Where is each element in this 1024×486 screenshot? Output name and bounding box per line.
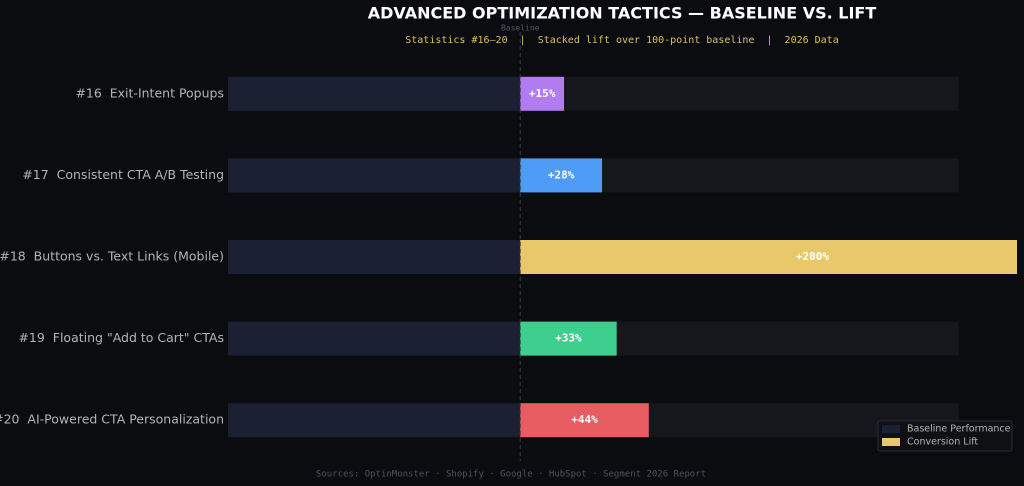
bar-segment [228, 321, 521, 356]
bar-segment [520, 403, 649, 438]
category-label: #19 Floating "Add to Cart" CTAs [18, 330, 224, 345]
legend-label: Conversion Lift [907, 437, 978, 448]
reference-label: Baseline [501, 24, 540, 33]
chart-subtitle: Statistics #16–20 | Stacked lift over 10… [405, 35, 838, 46]
bar-segment [228, 403, 521, 438]
bar-segment [520, 240, 1017, 274]
value-label: +200% [796, 250, 829, 263]
overlay: #16 Exit-Intent Popups +15% #17 Consistent… [0, 24, 1013, 461]
chart-title: ADVANCED OPTIMIZATION TACTICS — BASELINE… [368, 4, 877, 23]
source-note: Sources: OptinMonster · Shopify · Google… [316, 470, 706, 480]
category-label: #18 Buttons vs. Text Links (Mobile) [0, 249, 224, 264]
value-label: +15% [529, 87, 556, 100]
bar-segment [520, 76, 565, 111]
bar-segment [228, 240, 521, 274]
legend-box [877, 420, 1013, 452]
value-label: +28% [548, 168, 575, 181]
legend-swatch [882, 425, 900, 433]
bar-segment [520, 158, 603, 193]
bar-segment [228, 76, 521, 111]
bar-segment [520, 321, 617, 356]
category-label: #17 Consistent CTA A/B Testing [22, 167, 224, 182]
category-label: #20 AI-Powered CTA Personalization [0, 412, 224, 427]
bar-segment [228, 158, 521, 193]
legend-swatch [882, 438, 900, 446]
value-label: +33% [555, 332, 582, 345]
plot-area [228, 76, 1017, 438]
legend-label: Baseline Performance [907, 424, 1011, 435]
category-label: #16 Exit-Intent Popups [75, 85, 224, 100]
value-label: +44% [571, 413, 598, 426]
